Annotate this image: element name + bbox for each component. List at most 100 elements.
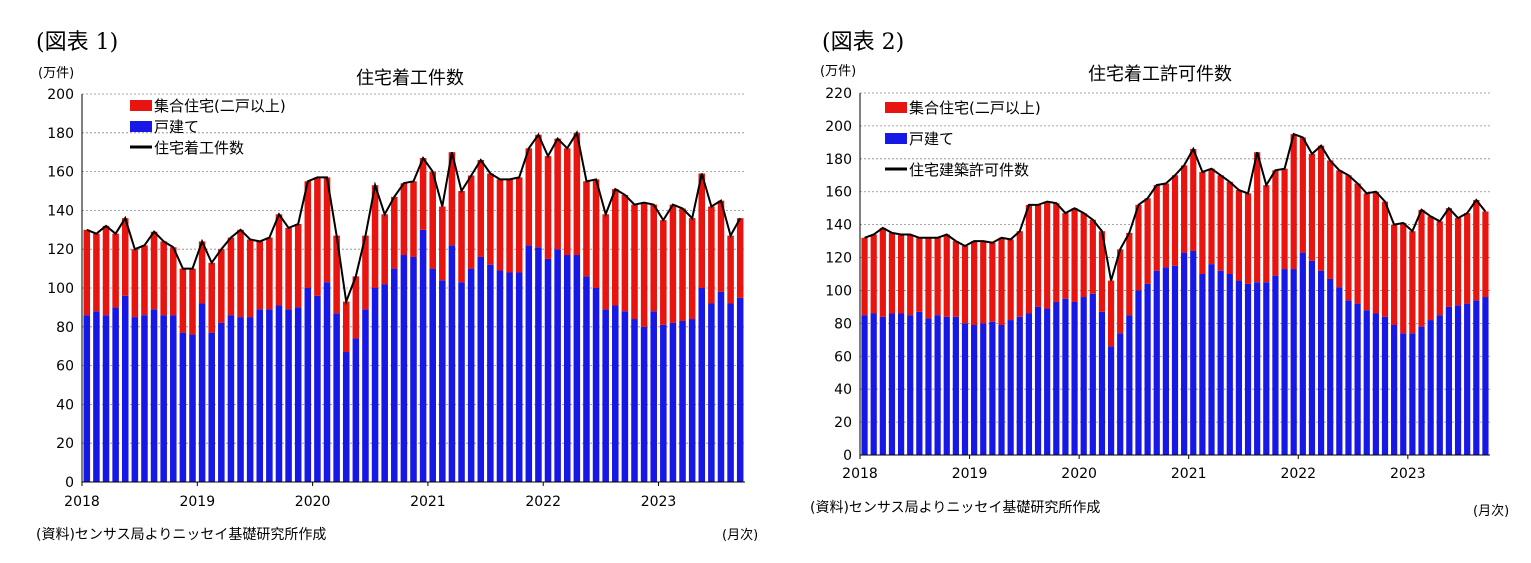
bar-multi-family (342, 301, 350, 353)
bar-multi-family (1117, 249, 1124, 334)
bar-multi-family (1162, 183, 1169, 268)
bar-single-family (544, 258, 552, 482)
bar-multi-family (112, 233, 119, 308)
bar-single-family (1244, 283, 1252, 455)
bar-single-family (131, 317, 139, 482)
bar-multi-family (612, 189, 619, 306)
bar-multi-family (631, 204, 638, 320)
bar-multi-family (698, 173, 706, 288)
bar-single-family (506, 272, 513, 482)
bar-single-family (333, 313, 340, 482)
bar-multi-family (1126, 232, 1133, 316)
bar-single-family (1007, 320, 1014, 455)
bar-single-family (669, 322, 677, 482)
y-tick-label: 220 (825, 86, 852, 102)
bar-single-family (708, 303, 715, 482)
x-tick-label: 2022 (525, 494, 561, 510)
bar-single-family (362, 309, 369, 482)
bar-single-family (198, 303, 206, 482)
bar-multi-family (998, 237, 1005, 326)
bar-single-family (1281, 269, 1288, 455)
bar-multi-family (256, 241, 264, 310)
bar-single-family (419, 229, 427, 482)
bar-single-family (314, 295, 321, 482)
x-tick-label: 2020 (1061, 466, 1097, 482)
bar-multi-family (1217, 175, 1224, 271)
source-note: (資料)センサス局よりニッセイ基礎研究所作成 (36, 527, 327, 543)
bar-multi-family (650, 204, 657, 312)
bar-multi-family (1272, 170, 1279, 276)
bar-multi-family (660, 220, 667, 325)
bar-single-family (352, 338, 360, 482)
bar-single-family (515, 272, 523, 482)
bar-multi-family (1436, 221, 1443, 316)
bar-multi-family (458, 191, 465, 283)
bar-single-family (189, 334, 196, 482)
bar-multi-family (879, 227, 886, 317)
y-tick-label: 120 (47, 242, 74, 258)
bar-single-family (631, 319, 638, 482)
bar-multi-family (916, 237, 923, 312)
bar-single-family (237, 317, 244, 482)
bar-multi-family (1025, 204, 1033, 314)
legend-label-total: 住宅建築許可件数 (909, 161, 1029, 179)
housing-starts-chart: 住宅着工件数 (万件) 0 20 40 60 80 100 120 140 160 180 200 201… (38, 66, 745, 510)
bar-multi-family (179, 268, 187, 333)
y-tick-label: 20 (834, 415, 852, 431)
bar-multi-family (496, 179, 504, 271)
bar-single-family (1235, 280, 1243, 455)
bar-multi-family (1135, 204, 1142, 291)
bar-single-family (160, 315, 167, 482)
bar-single-family (1162, 267, 1169, 455)
legend-label-multi: 集合住宅(二戸以上) (154, 97, 286, 115)
bar-single-family (525, 245, 533, 482)
bar-multi-family (1482, 211, 1489, 298)
y-tick-label: 140 (825, 218, 852, 234)
bar-single-family (1308, 260, 1316, 455)
bar-multi-family (980, 241, 987, 324)
bar-single-family (1217, 270, 1224, 455)
bar-multi-family (1409, 231, 1416, 334)
bar-multi-family (888, 232, 896, 314)
y-tick-label: 80 (56, 320, 74, 336)
y-unit-label: (万件) (820, 64, 856, 79)
bar-single-family (458, 282, 465, 482)
bar-multi-family (1153, 185, 1160, 271)
bar-single-family (1144, 283, 1151, 455)
bar-single-family (1372, 313, 1379, 455)
bar-single-family (1171, 265, 1179, 455)
bar-multi-family (1080, 213, 1087, 298)
bar-single-family (998, 325, 1005, 455)
bar-single-family (679, 320, 686, 482)
bar-single-family (888, 313, 896, 455)
total-line (86, 130, 742, 306)
bar-single-family (448, 245, 456, 482)
y-tick-label: 120 (825, 251, 852, 267)
legend-swatch-multi (130, 100, 152, 111)
bar-multi-family (1071, 208, 1078, 302)
bar-single-family (650, 311, 657, 482)
bar-single-family (1199, 274, 1206, 455)
bar-multi-family (736, 218, 744, 298)
bar-single-family (439, 280, 446, 482)
bar-multi-family (1290, 134, 1297, 270)
bar-single-family (602, 309, 609, 482)
bar-single-family (1317, 270, 1325, 455)
bar-single-family (1089, 293, 1096, 455)
bar-single-family (1153, 270, 1160, 455)
bar-single-family (916, 311, 923, 455)
bar-multi-family (989, 242, 996, 322)
bar-multi-family (1308, 153, 1316, 261)
x-unit-label: (月次) (1473, 504, 1510, 519)
bar-single-family (1391, 325, 1398, 455)
bar-single-family (1327, 278, 1334, 455)
bar-multi-family (1034, 204, 1042, 307)
bar-single-family (477, 256, 485, 482)
bar-multi-family (1007, 239, 1014, 321)
bar-multi-family (1418, 209, 1425, 327)
x-unit-label: (月次) (722, 528, 759, 543)
bar-single-family (1263, 282, 1270, 455)
bar-multi-family (1098, 231, 1106, 312)
y-tick-label: 100 (47, 281, 74, 297)
bar-single-family (179, 332, 187, 482)
